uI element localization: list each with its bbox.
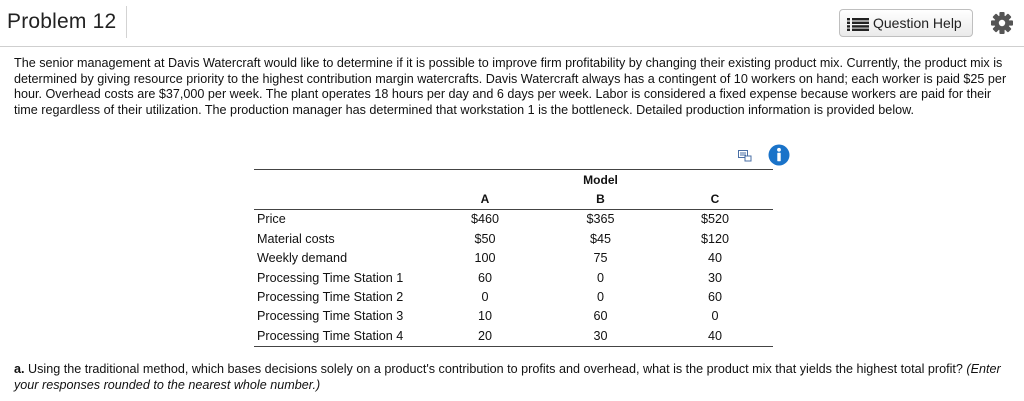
cell-value: 60 (477, 270, 492, 285)
table-row: Price $460 $365 $520 (254, 209, 773, 229)
row-label: Material costs (257, 231, 335, 246)
table-row: Material costs $50 $45 $120 (254, 229, 773, 248)
cell-value: $50 (474, 231, 496, 246)
cell-value: 40 (707, 251, 722, 266)
table-row: Processing Time Station 3 10 60 0 (254, 307, 773, 326)
cell-value: $120 (700, 231, 730, 246)
question-part-a: a. Using the traditional method, which b… (14, 362, 1014, 393)
cell-value: 60 (707, 290, 722, 305)
production-table: Model A B C Price $460 $365 $520 Materia… (254, 169, 773, 347)
model-header: Model (583, 172, 618, 187)
cell-value: $520 (700, 212, 730, 227)
header-row-group: Model (254, 169, 773, 190)
problem-header: Problem 12 Question Help (0, 0, 1024, 47)
question-text: Using the traditional method, which base… (28, 362, 963, 376)
cell-value: 0 (481, 290, 489, 305)
row-label: Price (257, 212, 286, 227)
empty-header-cell (426, 170, 544, 190)
table-row: Processing Time Station 1 60 0 30 (254, 268, 773, 287)
list-icon (847, 18, 869, 31)
info-icon[interactable] (768, 144, 790, 166)
cell-value: 0 (596, 270, 604, 285)
empty-header-cell (254, 170, 426, 190)
table-row: Processing Time Station 4 20 30 40 (254, 326, 773, 347)
cell-value: $460 (470, 212, 500, 227)
column-header-c: C (710, 192, 720, 207)
question-help-label: Question Help (873, 15, 962, 31)
cell-value: 40 (707, 328, 722, 343)
cell-value: 60 (593, 309, 608, 324)
row-label: Processing Time Station 4 (257, 328, 404, 343)
row-label: Processing Time Station 3 (257, 309, 404, 324)
page-title: Problem 12 (7, 10, 117, 33)
cell-value: $365 (586, 212, 615, 227)
table-row: Processing Time Station 2 0 0 60 (254, 287, 773, 306)
row-label: Processing Time Station 2 (257, 290, 404, 305)
problem-content: The senior management at Davis Watercraf… (14, 56, 1014, 118)
problem-statement: The senior management at Davis Watercraf… (14, 56, 1007, 117)
title-container: Problem 12 (0, 6, 127, 38)
cell-value: 75 (593, 251, 608, 266)
print-icon[interactable] (738, 150, 752, 162)
cell-value: 30 (593, 328, 608, 343)
production-data-table: Model A B C Price $460 $365 $520 Materia… (254, 169, 773, 347)
gear-icon[interactable] (988, 8, 1016, 38)
question-marker: a. (14, 362, 25, 376)
table-row: Weekly demand 100 75 40 (254, 249, 773, 268)
row-label: Weekly demand (257, 251, 348, 266)
cell-value: 10 (477, 309, 492, 324)
cell-value: 20 (477, 328, 492, 343)
cell-value: 0 (711, 309, 719, 324)
cell-value: $45 (589, 231, 611, 246)
cell-value: 0 (596, 290, 604, 305)
question-help-button[interactable]: Question Help (839, 9, 973, 37)
column-header-a: A (480, 192, 490, 207)
empty-header-cell (657, 170, 773, 190)
header-row-models: A B C (254, 189, 773, 210)
cell-value: 100 (474, 251, 496, 266)
cell-value: 30 (707, 270, 722, 285)
table-tools (734, 144, 794, 166)
empty-header-cell (254, 189, 426, 209)
row-label: Processing Time Station 1 (257, 270, 404, 285)
question-instruction: (Enter your responses rounded to the nea… (14, 362, 1001, 392)
column-header-b: B (596, 192, 605, 207)
